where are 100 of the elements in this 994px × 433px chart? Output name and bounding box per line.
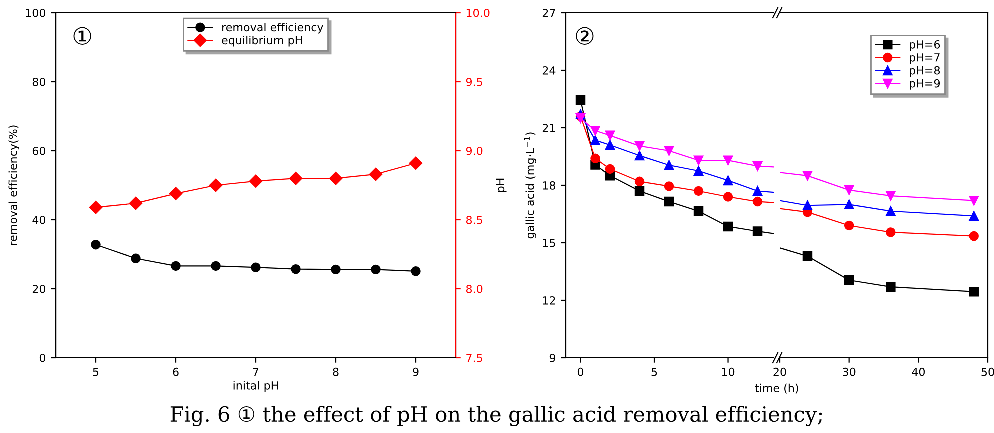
annotation: ① [74, 27, 92, 45]
point [605, 164, 616, 174]
y2-tick-label: 10.0 [466, 8, 490, 18]
point [371, 264, 381, 275]
y-tick-label: 21 [542, 124, 556, 132]
x-tick-label: 9 [413, 368, 419, 376]
y-axis-title: gallic acid (mg·L$^{−1}$) [524, 132, 536, 239]
x-tick-label: 5 [93, 368, 99, 376]
point [590, 126, 600, 136]
point [664, 146, 674, 156]
point [802, 171, 813, 181]
point [329, 172, 343, 186]
point [969, 231, 979, 242]
point [411, 266, 421, 276]
x-tick-label: 20 [774, 368, 786, 376]
point [844, 185, 854, 196]
point [723, 192, 734, 202]
legend-label: pH=8 [910, 66, 940, 77]
y-tick-label: 100 [26, 8, 46, 18]
point [169, 187, 183, 200]
point [969, 196, 979, 206]
y2-tick-label: 8.5 [466, 216, 482, 224]
point [723, 176, 734, 186]
x-tick-label: 30 [843, 368, 856, 376]
x-axis-title: time (h) [755, 384, 798, 394]
x-axis-title: inital pH [234, 381, 278, 392]
y-tick-label: 15 [543, 239, 556, 248]
point [664, 182, 674, 192]
point [694, 166, 704, 176]
point [752, 161, 763, 172]
point [969, 287, 979, 297]
point [634, 186, 645, 196]
y2-tick-label: 8.0 [466, 284, 483, 294]
x-tick-label: 8 [333, 368, 339, 376]
point [694, 156, 704, 166]
point [91, 240, 101, 250]
point [664, 160, 674, 170]
point [723, 222, 734, 232]
y-tick-label: 27 [542, 8, 556, 18]
point [289, 172, 303, 186]
legend-label: removal efficiency [222, 23, 324, 34]
point [576, 95, 586, 106]
point [723, 156, 734, 166]
point [886, 191, 896, 201]
point [590, 136, 600, 146]
point [331, 264, 341, 275]
point [844, 276, 854, 286]
y-axis-title: removal efficiency(%) [8, 126, 20, 246]
point [634, 141, 645, 152]
point [664, 196, 674, 207]
point [409, 156, 423, 170]
point [605, 140, 616, 150]
y-tick-label: 0 [40, 354, 46, 362]
y-tick-label: 9 [550, 354, 556, 362]
point [605, 130, 616, 141]
legend-label: pH=7 [910, 54, 940, 64]
y2-tick-label: 9.0 [466, 146, 483, 156]
point [590, 154, 600, 164]
x-tick-label: 10 [722, 368, 735, 376]
x-tick-label: 50 [982, 368, 994, 376]
point [752, 186, 763, 196]
y-tick-label: 60 [32, 146, 46, 156]
x-tick-label: 6 [173, 368, 179, 376]
point [694, 186, 704, 196]
y2-tick-label: 7.5 [466, 354, 482, 362]
x-tick-label: 5 [652, 368, 658, 376]
point [844, 200, 854, 210]
y-tick-label: 20 [32, 284, 46, 294]
point [209, 178, 223, 192]
y-tick-label: 24 [542, 66, 556, 75]
y-tick-label: 12 [543, 296, 556, 305]
point [634, 176, 645, 187]
legend-label: pH=6 [910, 40, 940, 52]
point [752, 226, 763, 236]
y2-tick-label: 9.5 [466, 78, 482, 86]
point [291, 264, 301, 274]
y-tick-label: 80 [32, 78, 46, 86]
point [211, 261, 221, 272]
point [694, 206, 704, 216]
point [369, 168, 383, 182]
point [131, 254, 141, 264]
y-tick-label: 40 [32, 216, 46, 224]
point [249, 174, 263, 188]
y2-axis-title: pH [496, 178, 507, 192]
x-tick-label: 40 [912, 368, 925, 376]
point [886, 228, 896, 238]
point [802, 252, 813, 262]
x-tick-label: 0 [578, 368, 584, 376]
x-tick-label: 7 [253, 368, 259, 376]
point [129, 196, 143, 210]
point [171, 261, 181, 272]
point [251, 262, 261, 272]
point [886, 282, 896, 292]
legend-label: pH=9 [910, 79, 940, 90]
annotation: ② [576, 27, 594, 45]
legend-label: equilibrium pH [222, 36, 302, 47]
point [89, 200, 103, 214]
point [634, 150, 645, 161]
point [969, 211, 979, 222]
point [802, 200, 813, 210]
